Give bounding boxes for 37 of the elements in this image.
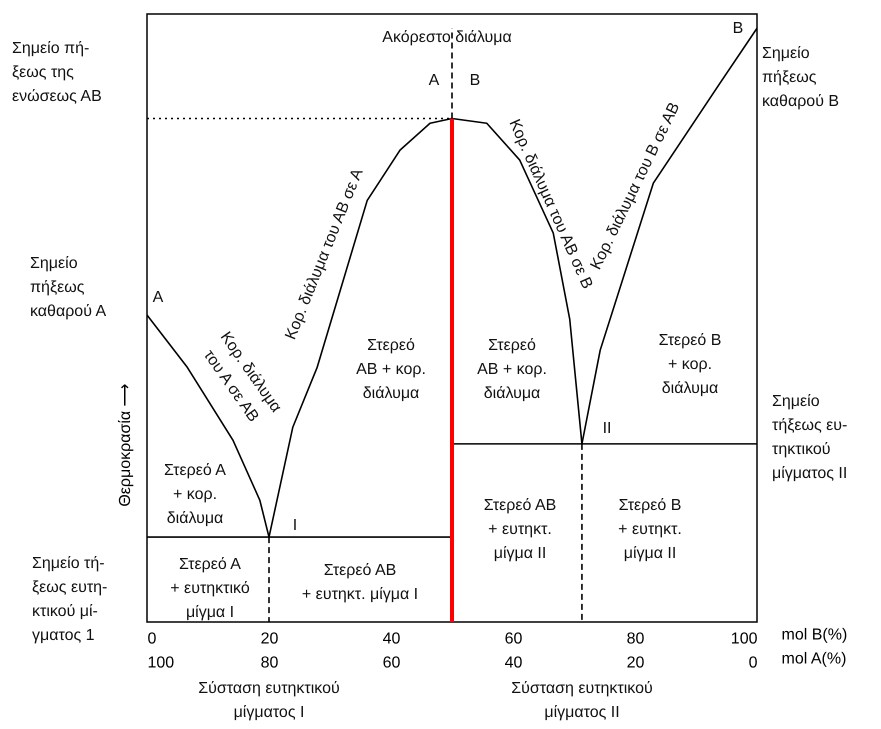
x2-tick-label: 100 <box>148 654 174 672</box>
annotation: Στερεό ΑΒ + ευτηκτ. μίγμα Ι <box>302 562 418 603</box>
annotation: Α <box>428 72 440 89</box>
text: Σημείο πή- ξεως της ενώσεως ΑΒ <box>12 40 102 105</box>
x-tick-label: 20 <box>260 630 278 648</box>
text: Σημείο τή- ξεως ευτη- κτικού μί- γματος 1 <box>32 555 108 644</box>
annotation: Β <box>732 20 744 37</box>
text: Σημείο τήξεως ευ- τηκτικού μίγματος ΙΙ <box>772 393 848 482</box>
annotation: Στερεό Β + κορ. διάλυμα <box>658 332 722 397</box>
x2-axis-title: mol A(%) <box>782 650 846 668</box>
annotation: Στερεό ΑΒ + κορ. διάλυμα <box>477 337 547 402</box>
annotation: Στερεό Β + ευτηκτ. μίγμα ΙΙ <box>618 497 682 562</box>
x2-tick-label: 80 <box>260 654 278 672</box>
x2-tick-label: 40 <box>504 654 522 672</box>
annotation: Β <box>470 72 480 89</box>
text: Σύσταση ευτηκτικού μίγματος ΙΙ <box>511 680 653 721</box>
x-tick-label: 100 <box>730 630 758 648</box>
annotation: Στερεό ΑΒ + κορ. διάλυμα <box>356 337 426 402</box>
text: Σημείο πήξεως καθαρού Α <box>30 255 107 320</box>
x-tick-label: 60 <box>504 630 522 648</box>
y-axis-title: Θερμοκρασία ⟶ <box>117 383 134 507</box>
annotation: II <box>602 420 612 437</box>
x-tick-label: 0 <box>148 630 156 648</box>
x-axis-title: mol B(%) <box>782 626 848 644</box>
annotation: I <box>292 517 298 534</box>
annotation: Στερεό Α + κορ. διάλυμα <box>164 462 226 527</box>
annotation: Ακόρεστο διάλυμα <box>382 29 512 46</box>
x-tick-label: 80 <box>626 630 644 648</box>
text: Σύσταση ευτηκτικού μίγματος Ι <box>198 680 340 721</box>
x2-tick-label: 0 <box>748 654 758 672</box>
annotation: Α <box>152 289 164 306</box>
x2-tick-label: 60 <box>382 654 400 672</box>
annotation: Στερεό ΑΒ + ευτηκτ. μίγμα ΙΙ <box>484 497 556 562</box>
text: Σημείο πήξεως καθαρού Β <box>762 45 840 110</box>
annotation: Στερεό Α + ευτηκτικό μίγμα Ι <box>170 556 250 621</box>
x2-tick-label: 20 <box>626 654 644 672</box>
x-tick-label: 40 <box>382 630 400 648</box>
